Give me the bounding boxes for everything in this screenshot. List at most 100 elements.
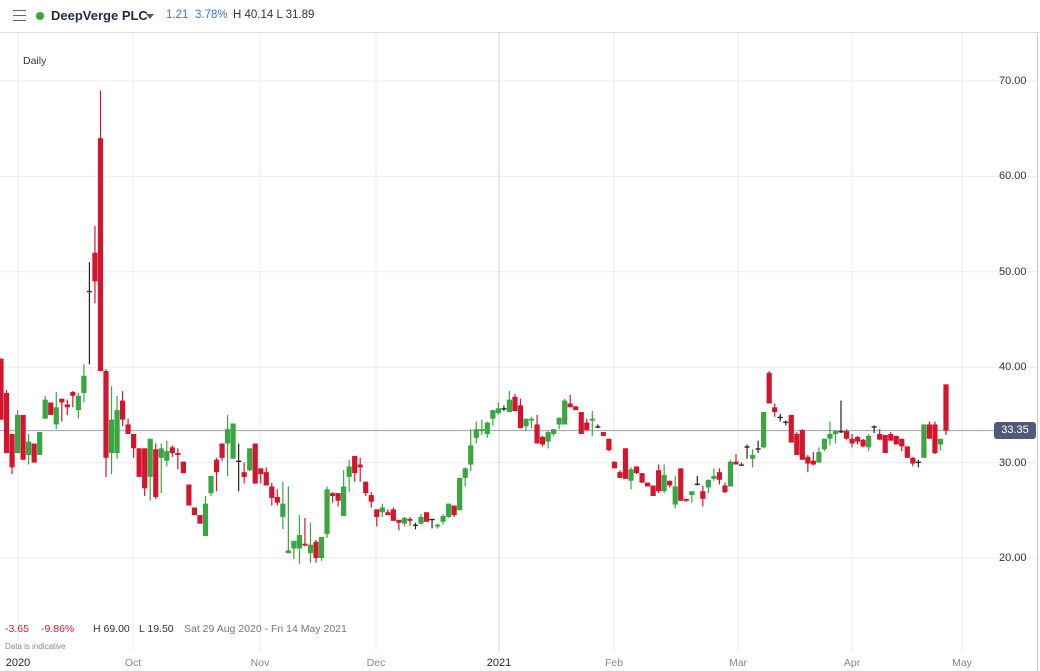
candle bbox=[385, 509, 391, 516]
candle bbox=[37, 432, 43, 455]
candle bbox=[755, 440, 761, 454]
candle bbox=[689, 491, 695, 503]
candle bbox=[219, 443, 225, 461]
candle bbox=[324, 486, 330, 538]
x-axis-label: Dec bbox=[366, 657, 386, 669]
price-chart[interactable] bbox=[0, 33, 1040, 671]
candle bbox=[92, 226, 98, 304]
candle bbox=[727, 459, 734, 487]
candle bbox=[357, 457, 363, 482]
candle bbox=[794, 432, 800, 455]
candle bbox=[871, 425, 877, 434]
candle bbox=[335, 493, 341, 507]
candle bbox=[131, 433, 137, 458]
candle bbox=[368, 492, 374, 508]
candle bbox=[528, 416, 535, 429]
candle bbox=[86, 262, 93, 365]
x-axis-label: Mar bbox=[728, 657, 748, 669]
candle bbox=[490, 410, 496, 426]
candle bbox=[606, 438, 612, 452]
candle bbox=[567, 394, 573, 408]
candle bbox=[556, 417, 562, 430]
candle bbox=[429, 518, 435, 529]
period-change-absolute: -3.65 bbox=[5, 623, 29, 635]
candle bbox=[744, 444, 750, 459]
candle bbox=[799, 429, 805, 460]
candle bbox=[258, 468, 264, 484]
y-axis-label: 20.00 bbox=[999, 552, 1027, 564]
candle bbox=[20, 414, 26, 460]
candle bbox=[766, 371, 772, 404]
candle bbox=[877, 429, 883, 440]
candle bbox=[462, 467, 468, 487]
hamburger-menu-icon[interactable] bbox=[13, 10, 26, 21]
candle bbox=[578, 412, 584, 434]
candle bbox=[213, 457, 220, 492]
candle bbox=[197, 515, 203, 524]
candle bbox=[9, 433, 15, 475]
candle bbox=[827, 421, 833, 446]
candle bbox=[805, 454, 811, 473]
candle bbox=[832, 430, 839, 444]
candle bbox=[374, 509, 380, 527]
candle bbox=[147, 438, 153, 501]
period-change-percent: -9.86% bbox=[41, 623, 75, 635]
candle bbox=[849, 433, 855, 448]
candle bbox=[622, 448, 629, 479]
candle bbox=[644, 482, 651, 487]
period-label[interactable]: Daily bbox=[23, 55, 47, 67]
candle bbox=[313, 539, 319, 563]
candle bbox=[280, 481, 286, 530]
candle bbox=[888, 432, 894, 441]
candle bbox=[390, 507, 396, 521]
candle bbox=[523, 418, 529, 432]
candle bbox=[584, 418, 590, 431]
y-axis-label: 40.00 bbox=[999, 361, 1027, 374]
candle bbox=[661, 464, 667, 494]
candle bbox=[42, 395, 48, 419]
candle bbox=[70, 391, 76, 408]
instrument-dropdown-caret-icon[interactable] bbox=[146, 14, 154, 19]
candle bbox=[783, 420, 789, 426]
candle bbox=[236, 443, 242, 492]
y-axis-label: 60.00 bbox=[999, 170, 1027, 183]
candle bbox=[915, 459, 921, 468]
candle bbox=[749, 449, 756, 468]
y-axis-label: 30.00 bbox=[999, 456, 1027, 469]
date-range: Sat 29 Aug 2020 - Fri 14 May 2021 bbox=[184, 623, 347, 635]
candle bbox=[838, 400, 844, 434]
candle bbox=[926, 421, 933, 439]
candle bbox=[186, 484, 192, 506]
candle bbox=[904, 446, 910, 458]
candle bbox=[932, 421, 938, 455]
period-high: H 69.00 bbox=[93, 623, 130, 635]
candlestick-plot[interactable] bbox=[0, 33, 1040, 671]
candle bbox=[545, 431, 551, 449]
candle bbox=[202, 495, 209, 537]
candle bbox=[589, 411, 595, 436]
candle bbox=[291, 540, 297, 559]
candle bbox=[473, 421, 479, 444]
candle bbox=[501, 405, 507, 412]
candle bbox=[14, 410, 21, 454]
x-axis-label: 2020 bbox=[5, 657, 31, 669]
candle bbox=[59, 398, 65, 422]
candle bbox=[48, 402, 54, 415]
candle bbox=[103, 369, 109, 477]
instrument-title[interactable]: DeepVerge PLC bbox=[51, 8, 148, 23]
candle bbox=[119, 391, 126, 427]
candle bbox=[843, 429, 850, 440]
candle bbox=[108, 386, 115, 475]
candle bbox=[142, 448, 148, 496]
market-status-dot bbox=[36, 12, 44, 20]
candle bbox=[53, 392, 59, 430]
candle bbox=[81, 364, 87, 403]
candle bbox=[893, 435, 899, 445]
candle bbox=[468, 429, 474, 472]
y-axis-label: 50.00 bbox=[999, 265, 1027, 278]
candle bbox=[423, 512, 430, 522]
candle bbox=[551, 429, 557, 436]
candle bbox=[694, 475, 700, 486]
candle bbox=[921, 424, 927, 458]
candle bbox=[114, 395, 120, 459]
